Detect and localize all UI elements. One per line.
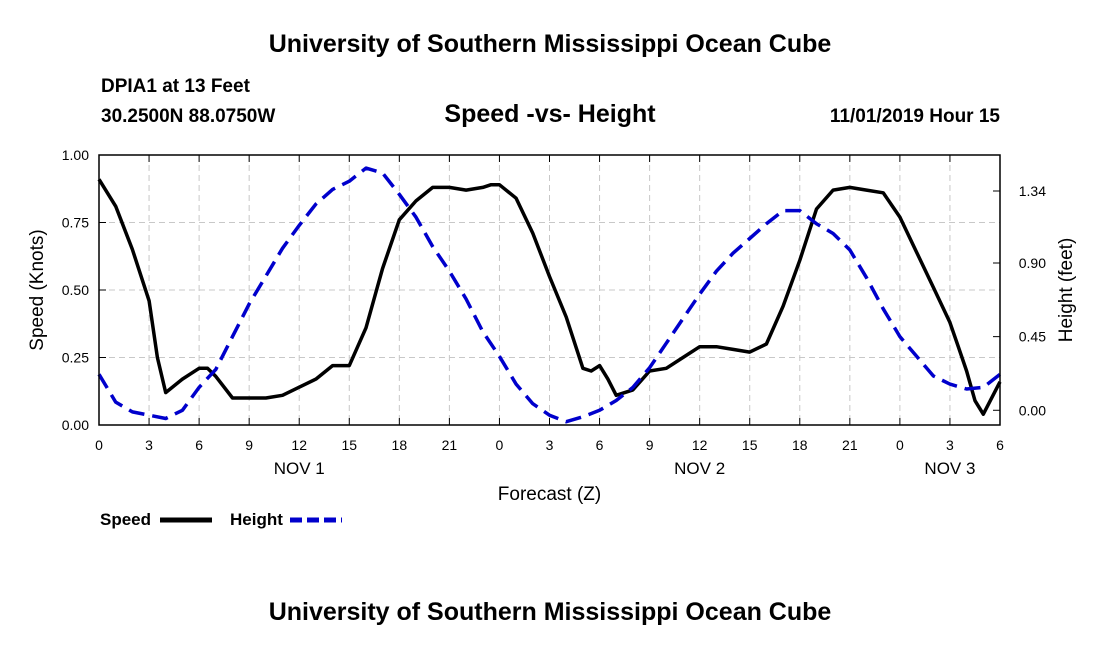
x-tick-label: 6 [596,437,604,453]
x-tick-label: 12 [692,437,708,453]
y-axis-title: Speed (Knots) [27,229,48,350]
y-tick-label: 1.00 [62,147,89,163]
x-tick-label: 15 [341,437,357,453]
y-tick-label: 0.25 [62,350,89,366]
x-tick-label: 6 [195,437,203,453]
x-tick-label: 3 [145,437,153,453]
y-tick-label: 0.75 [62,215,89,231]
station-name: DPIA1 at 13 Feet [101,76,250,97]
x-tick-label: 0 [496,437,504,453]
footer-title: University of Southern Mississippi Ocean… [268,598,832,626]
x-date-label: NOV 2 [674,459,725,478]
x-tick-label: 0 [95,437,103,453]
x-tick-label: 3 [946,437,954,453]
chart-title: University of Southern Mississippi Ocean… [268,30,832,58]
x-tick-label: 6 [996,437,1004,453]
x-tick-label: 9 [245,437,253,453]
grid-layer [99,155,1000,425]
series-layer [97,166,1002,424]
chart-subtitle: Speed -vs- Height [444,100,656,128]
forecast-datetime: 11/01/2019 Hour 15 [829,106,1000,127]
x-date-label: NOV 1 [274,459,325,478]
x-tick-label: 21 [442,437,458,453]
y2-axis-title: Height (feet) [1056,238,1077,343]
y2-tick-label: 0.00 [1019,402,1046,418]
y-tick-label: 0.50 [62,282,89,298]
y2-tick-label: 0.90 [1019,255,1046,271]
x-axis-title: Forecast (Z) [498,484,601,505]
x-tick-label: 21 [842,437,858,453]
axis-layer: 0 3 6 9 12 15 18 21 0 3 6 9 12 15 18 21 0 3 6 0.00 0.25 0.50 0… [27,147,1077,505]
legend: Speed Height [100,510,342,529]
station-coordinates: 30.2500N 88.0750W [101,106,276,127]
x-tick-label: 0 [896,437,904,453]
x-tick-label: 12 [291,437,307,453]
x-tick-label: 15 [742,437,758,453]
x-tick-label: 18 [392,437,408,453]
legend-label-height: Height [230,510,283,529]
series-line-height [97,166,1002,424]
x-tick-label: 18 [792,437,808,453]
y2-tick-label: 1.34 [1019,183,1046,199]
x-tick-label: 9 [646,437,654,453]
legend-label-speed: Speed [100,510,151,529]
series-line-speed [97,178,1002,416]
y-tick-label: 0.00 [62,417,89,433]
y2-tick-label: 0.45 [1019,329,1046,345]
x-tick-label: 3 [546,437,554,453]
x-date-label: NOV 3 [924,459,975,478]
